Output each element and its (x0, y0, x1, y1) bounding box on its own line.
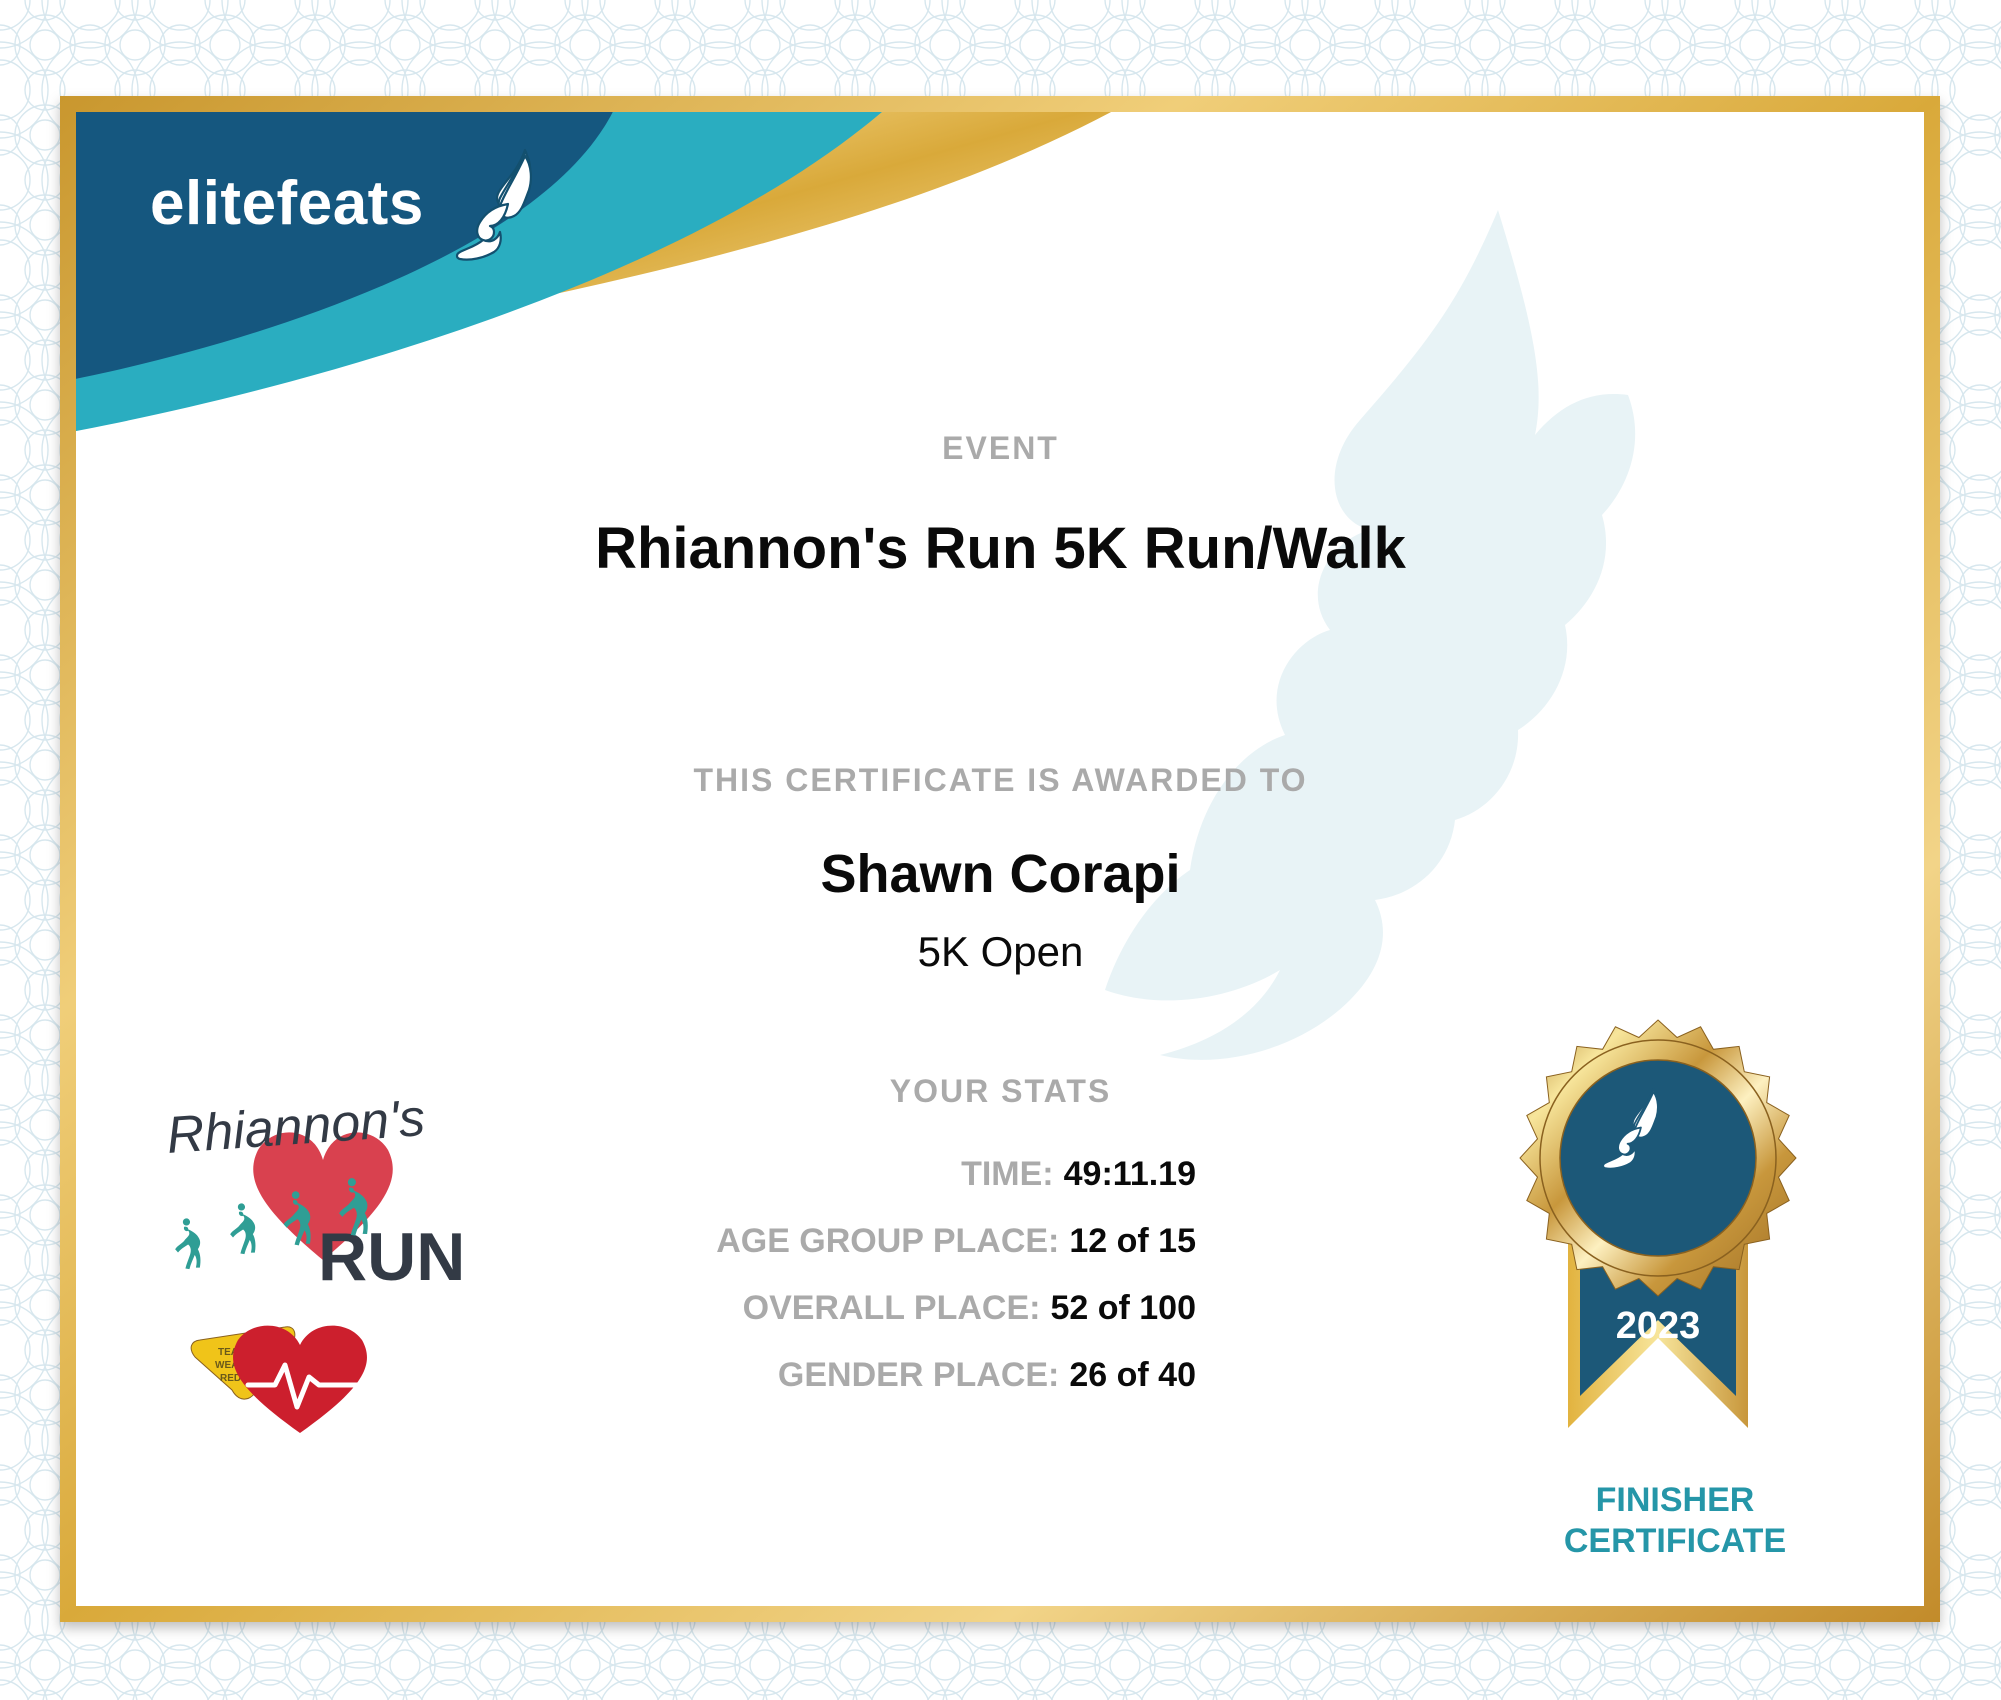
svg-text:RUN: RUN (318, 1219, 465, 1295)
svg-text:2023: 2023 (1616, 1305, 1701, 1347)
